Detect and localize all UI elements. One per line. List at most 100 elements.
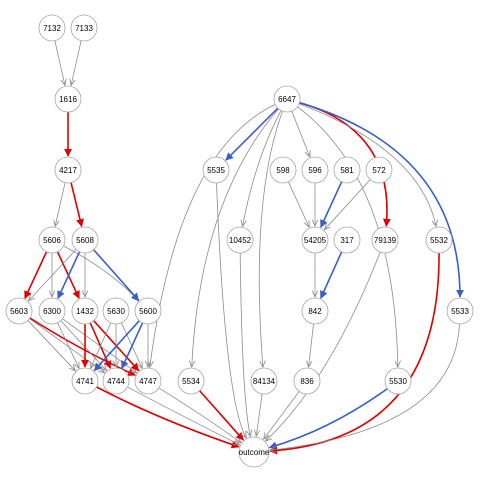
node-label: 4744 <box>107 377 125 386</box>
edge-7133-to-1616 <box>71 40 82 86</box>
node-label: 7132 <box>43 24 61 33</box>
node-label: 4741 <box>76 377 94 386</box>
node-circle <box>273 85 301 113</box>
node-circle <box>250 367 278 395</box>
edge-5606-to-5600 <box>63 245 139 301</box>
node-4747: 4747 <box>134 367 162 395</box>
node-label: 54205 <box>304 236 327 245</box>
node-596: 596 <box>301 156 329 184</box>
edge-5535-to-outcome <box>216 182 247 438</box>
node-circle <box>293 367 321 395</box>
node-circle <box>365 156 393 184</box>
node-5606: 5606 <box>38 226 66 254</box>
edge-842-to-836 <box>309 323 314 367</box>
node-outcome: outcome <box>238 436 270 468</box>
edge-5608-to-5600 <box>93 249 140 302</box>
edge-5530-to-outcome <box>268 387 388 450</box>
node-circle <box>71 226 99 254</box>
edge-5600-to-4741 <box>93 320 140 372</box>
node-circle <box>102 367 130 395</box>
node-5603: 5603 <box>5 297 33 325</box>
node-label: 581 <box>340 166 354 175</box>
edge-5534-to-outcome <box>199 390 244 441</box>
node-317: 317 <box>333 226 361 254</box>
edge-6647-to-5534 <box>192 108 279 367</box>
edge-6647-to-5535 <box>225 107 279 161</box>
node-label: 1432 <box>76 307 94 316</box>
node-circle <box>54 156 82 184</box>
node-572: 572 <box>365 156 393 184</box>
edge-6647-to-596 <box>291 110 310 157</box>
node-5534: 5534 <box>177 367 205 395</box>
edge-598-to-54205 <box>288 181 309 227</box>
node-circle <box>301 297 329 325</box>
node-5532: 5532 <box>425 226 453 254</box>
edge-7132-to-1616 <box>54 40 65 86</box>
node-84134: 84134 <box>250 367 278 395</box>
node-1432: 1432 <box>71 297 99 325</box>
node-4217: 4217 <box>54 156 82 184</box>
edge-5600-to-4744 <box>121 322 144 369</box>
node-circle <box>134 297 162 325</box>
node-5608: 5608 <box>71 226 99 254</box>
node-label: 79139 <box>374 236 397 245</box>
node-label: 5630 <box>107 307 125 316</box>
node-label: 5600 <box>139 307 157 316</box>
node-label: 5532 <box>430 236 448 245</box>
edge-5608-to-5603 <box>29 249 77 301</box>
node-circle <box>371 226 399 254</box>
node-54205: 54205 <box>301 226 329 254</box>
node-label: 572 <box>372 166 386 175</box>
edge-5606-to-5603 <box>24 251 48 300</box>
node-581: 581 <box>333 156 361 184</box>
node-circle <box>38 14 66 42</box>
node-label: 7133 <box>75 24 93 33</box>
node-label: 6647 <box>278 95 296 104</box>
edge-572-to-54205 <box>324 179 371 230</box>
edge-10452-to-outcome <box>239 252 250 436</box>
node-circle <box>177 367 205 395</box>
node-label: 4217 <box>59 166 77 175</box>
node-label: 6300 <box>43 307 61 316</box>
edge-5630-to-4741 <box>91 322 112 368</box>
node-circle <box>70 14 98 42</box>
node-label: 5608 <box>76 236 94 245</box>
edge-4747-to-outcome <box>158 387 241 443</box>
node-circle <box>446 297 474 325</box>
node-label: 10452 <box>229 236 252 245</box>
edge-5603-to-4741 <box>27 320 75 370</box>
node-circle <box>226 226 254 254</box>
edge-6647-to-5530 <box>297 106 397 367</box>
node-label: 1616 <box>59 95 77 104</box>
node-5630: 5630 <box>102 297 130 325</box>
node-circle <box>238 436 270 468</box>
node-circle <box>54 85 82 113</box>
node-6647: 6647 <box>273 85 301 113</box>
node-label: 598 <box>276 166 290 175</box>
node-label: 596 <box>308 166 322 175</box>
edge-6300-to-4741 <box>57 322 79 369</box>
node-circle <box>384 367 412 395</box>
edge-836-to-outcome <box>264 391 300 439</box>
node-836: 836 <box>293 367 321 395</box>
node-label: 836 <box>300 377 314 386</box>
edge-5608-to-6300 <box>57 251 81 300</box>
node-circle <box>301 226 329 254</box>
node-circle <box>102 297 130 325</box>
node-label: 4747 <box>139 377 157 386</box>
node-5600: 5600 <box>134 297 162 325</box>
node-4741: 4741 <box>71 367 99 395</box>
node-circle <box>71 297 99 325</box>
edge-4744-to-outcome <box>127 386 240 445</box>
node-layer: 7132 7133 1616 4217 5606 5608 5603 6300 1432 5630… <box>5 14 474 468</box>
node-circle <box>301 156 329 184</box>
node-6300: 6300 <box>38 297 66 325</box>
node-circle <box>333 226 361 254</box>
edge-84134-to-outcome <box>256 393 263 436</box>
edge-581-to-54205 <box>320 181 343 228</box>
node-598: 598 <box>269 156 297 184</box>
node-label: 84134 <box>253 377 276 386</box>
node-7132: 7132 <box>38 14 66 42</box>
edge-79139-to-outcome <box>266 251 381 441</box>
